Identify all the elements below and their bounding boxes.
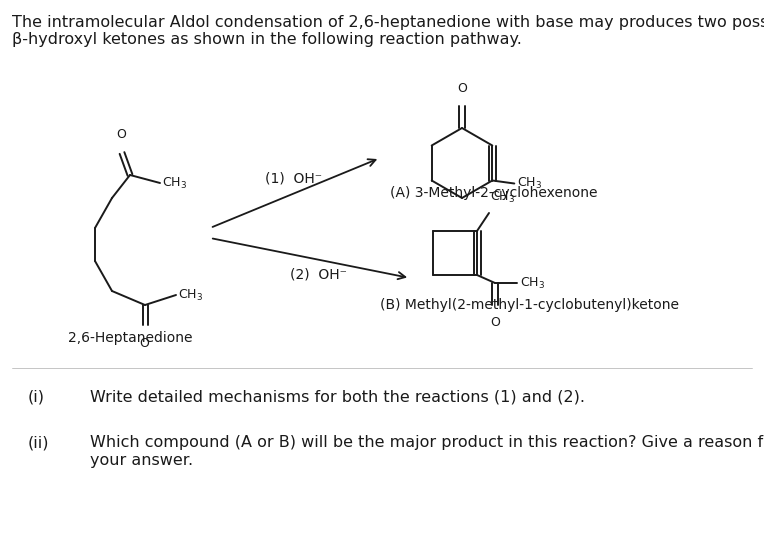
Text: β-hydroxyl ketones as shown in the following reaction pathway.: β-hydroxyl ketones as shown in the follo… <box>12 32 522 47</box>
Text: (2)  OH⁻: (2) OH⁻ <box>290 268 347 282</box>
Text: CH$_3$: CH$_3$ <box>520 275 545 290</box>
Text: 2,6-Heptanedione: 2,6-Heptanedione <box>68 331 193 345</box>
Text: (B) Methyl(2-methyl-1-cyclobutenyl)ketone: (B) Methyl(2-methyl-1-cyclobutenyl)keton… <box>380 298 679 312</box>
Text: (i): (i) <box>28 390 45 405</box>
Text: (1)  OH⁻: (1) OH⁻ <box>265 171 322 185</box>
Text: CH$_3$: CH$_3$ <box>178 288 203 302</box>
Text: CH$_3$: CH$_3$ <box>490 190 515 205</box>
Text: your answer.: your answer. <box>90 453 193 468</box>
Text: O: O <box>490 316 500 329</box>
Text: The intramolecular Aldol condensation of 2,6-heptanedione with base may produces: The intramolecular Aldol condensation of… <box>12 15 764 30</box>
Text: O: O <box>139 337 149 350</box>
Text: (ii): (ii) <box>28 435 50 450</box>
Text: Which compound (A or B) will be the major product in this reaction? Give a reaso: Which compound (A or B) will be the majo… <box>90 435 764 450</box>
Text: CH$_3$: CH$_3$ <box>162 175 187 191</box>
Text: O: O <box>116 128 126 141</box>
Text: CH$_3$: CH$_3$ <box>517 176 542 191</box>
Text: (A) 3-Methyl-2-cyclohexenone: (A) 3-Methyl-2-cyclohexenone <box>390 186 597 200</box>
Text: Write detailed mechanisms for both the reactions (1) and (2).: Write detailed mechanisms for both the r… <box>90 390 585 405</box>
Text: O: O <box>457 82 467 95</box>
